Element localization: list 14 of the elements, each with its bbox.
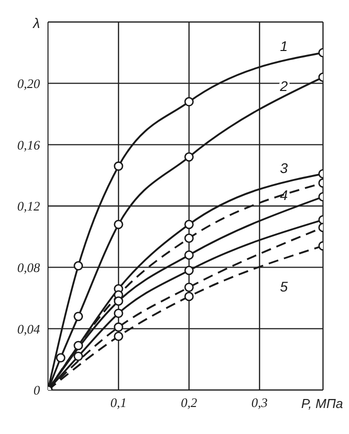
y-tick-label: 0,16	[17, 137, 40, 152]
text: 5	[280, 278, 288, 294]
y-axis-title: λ	[32, 15, 40, 31]
y-tick-label: 0,08	[17, 260, 40, 275]
x-axis-title: P, МПа	[301, 396, 343, 411]
x-tick-label: 0,2	[180, 395, 198, 410]
series-label: 3	[280, 160, 288, 176]
x-tick-label: 0,3	[251, 395, 268, 410]
y-tick-label: 0,20	[17, 76, 40, 91]
y-tick-label: 0,04	[17, 321, 40, 336]
y-tick-label: 0	[34, 382, 40, 398]
x-tick-label: 0,1	[110, 395, 127, 410]
y-tick-label: 0,12	[17, 198, 40, 214]
series-label: 1	[280, 38, 288, 54]
